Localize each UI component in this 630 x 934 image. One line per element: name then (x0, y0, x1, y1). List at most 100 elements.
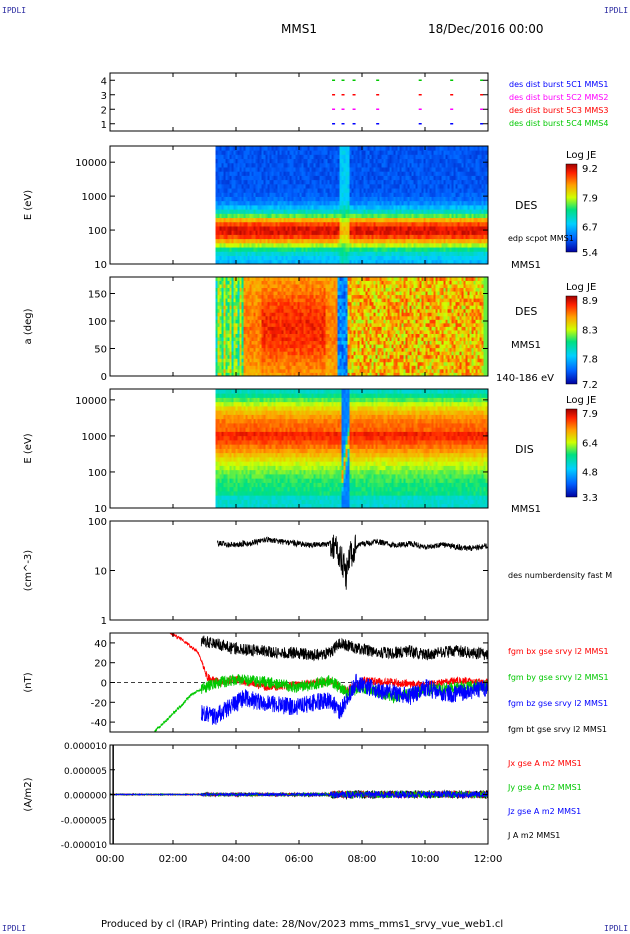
des-energy-cell (465, 213, 468, 219)
des-energy-cell (417, 171, 420, 176)
des-pitch-cell (245, 308, 248, 313)
des-pitch-cell (267, 347, 270, 352)
des-energy-cell (463, 200, 466, 206)
des-energy-cell (221, 255, 224, 261)
des-pitch-cell (257, 280, 260, 285)
des-pitch-cell (269, 277, 272, 281)
des-energy-cell (331, 213, 334, 219)
des-energy-cell (315, 255, 318, 261)
des-pitch-cell (251, 372, 254, 376)
des-pitch-cell (221, 315, 224, 320)
des-energy-cell (339, 179, 342, 185)
des-pitch-cell (251, 298, 254, 303)
des-energy-cell (401, 213, 404, 219)
des-energy-cell (267, 175, 270, 181)
des-pitch-cell (227, 291, 230, 296)
des-energy-cell (221, 188, 224, 193)
des-energy-cell (421, 179, 424, 185)
des-energy-cell (399, 234, 402, 240)
des-energy-cell (421, 205, 424, 210)
des-pitch-cell (231, 358, 234, 363)
des-energy-cell (445, 158, 448, 164)
des-pitch-cell (293, 280, 296, 285)
des-energy-cell (423, 200, 426, 206)
des-energy-cell (409, 200, 412, 206)
des-energy-cell (229, 188, 232, 193)
des-energy-cell (301, 209, 304, 214)
des-energy-cell (273, 205, 276, 210)
des-energy-cell (429, 255, 432, 261)
des-energy-cell (391, 234, 394, 240)
des-energy-cell (483, 150, 486, 155)
des-pitch-cell (223, 287, 226, 292)
des-pitch-cell (283, 372, 286, 376)
des-pitch-cell (273, 372, 276, 376)
des-pitch-cell (241, 365, 244, 370)
des-pitch-cell (291, 291, 294, 296)
des-energy-cell (481, 188, 484, 193)
des-energy-cell (233, 183, 236, 189)
des-pitch-cell (265, 326, 268, 331)
des-energy-cell (475, 171, 478, 176)
des-pitch-cell (287, 319, 290, 324)
des-pitch-cell (259, 301, 262, 306)
des-pitch-cell (241, 347, 244, 352)
des-pitch-cell (291, 365, 294, 370)
des-energy-cell (251, 251, 254, 256)
des-pitch-cell (263, 368, 266, 373)
des-energy-cell (273, 196, 276, 202)
des-pitch-cell (261, 340, 264, 345)
des-energy-cell (265, 158, 268, 164)
des-energy-cell (305, 146, 308, 151)
des-pitch-cell (219, 294, 222, 299)
des-energy-cell (427, 226, 430, 231)
des-pitch-cell (227, 322, 230, 327)
des-energy-cell (231, 251, 234, 256)
des-pitch-cell (287, 294, 290, 299)
des-energy-cell (253, 247, 256, 252)
des-energy-cell (413, 251, 416, 256)
des-energy-cell (357, 242, 360, 248)
des-energy-cell (219, 205, 222, 210)
des-energy-cell (431, 179, 434, 185)
des-energy-cell (385, 234, 388, 240)
des-energy-cell (217, 247, 220, 252)
des-pitch-cell (273, 340, 276, 345)
des-energy-cell (423, 175, 426, 181)
des-energy-cell (293, 259, 296, 264)
des-energy-cell (401, 158, 404, 164)
des-energy-cell (483, 162, 486, 168)
des-energy-cell (327, 247, 330, 252)
des-pitch-cell (249, 280, 252, 285)
des-pitch-cell (237, 326, 240, 331)
des-energy-cell (405, 251, 408, 256)
des-energy-cell (381, 226, 384, 231)
des-energy-cell (437, 221, 440, 227)
des-energy-cell (479, 188, 482, 193)
des-energy-cell (409, 259, 412, 264)
des-energy-cell (243, 209, 246, 214)
des-energy-cell (387, 175, 390, 181)
des-pitch-cell (223, 347, 226, 352)
des-energy-cell (227, 179, 230, 185)
des-energy-cell (435, 213, 438, 219)
des-energy-cell (387, 234, 390, 240)
des-pitch-cell (243, 330, 246, 334)
des-energy-cell (435, 146, 438, 151)
des-energy-cell (325, 146, 328, 151)
des-energy-cell (233, 205, 236, 210)
des-pitch-cell (263, 319, 266, 324)
des-energy-cell (385, 209, 388, 214)
des-pitch-cell (273, 298, 276, 303)
des-energy-cell (319, 234, 322, 240)
des-pitch-cell (249, 358, 252, 363)
des-energy-cell (469, 226, 472, 231)
des-pitch-cell (251, 368, 254, 373)
des-energy-cell (343, 234, 346, 240)
des-energy-cell (425, 200, 428, 206)
des-energy-cell (477, 251, 480, 256)
des-energy-cell (375, 221, 378, 227)
des-energy-cell (475, 251, 478, 256)
des-energy-cell (347, 242, 350, 248)
des-energy-cell (303, 158, 306, 164)
